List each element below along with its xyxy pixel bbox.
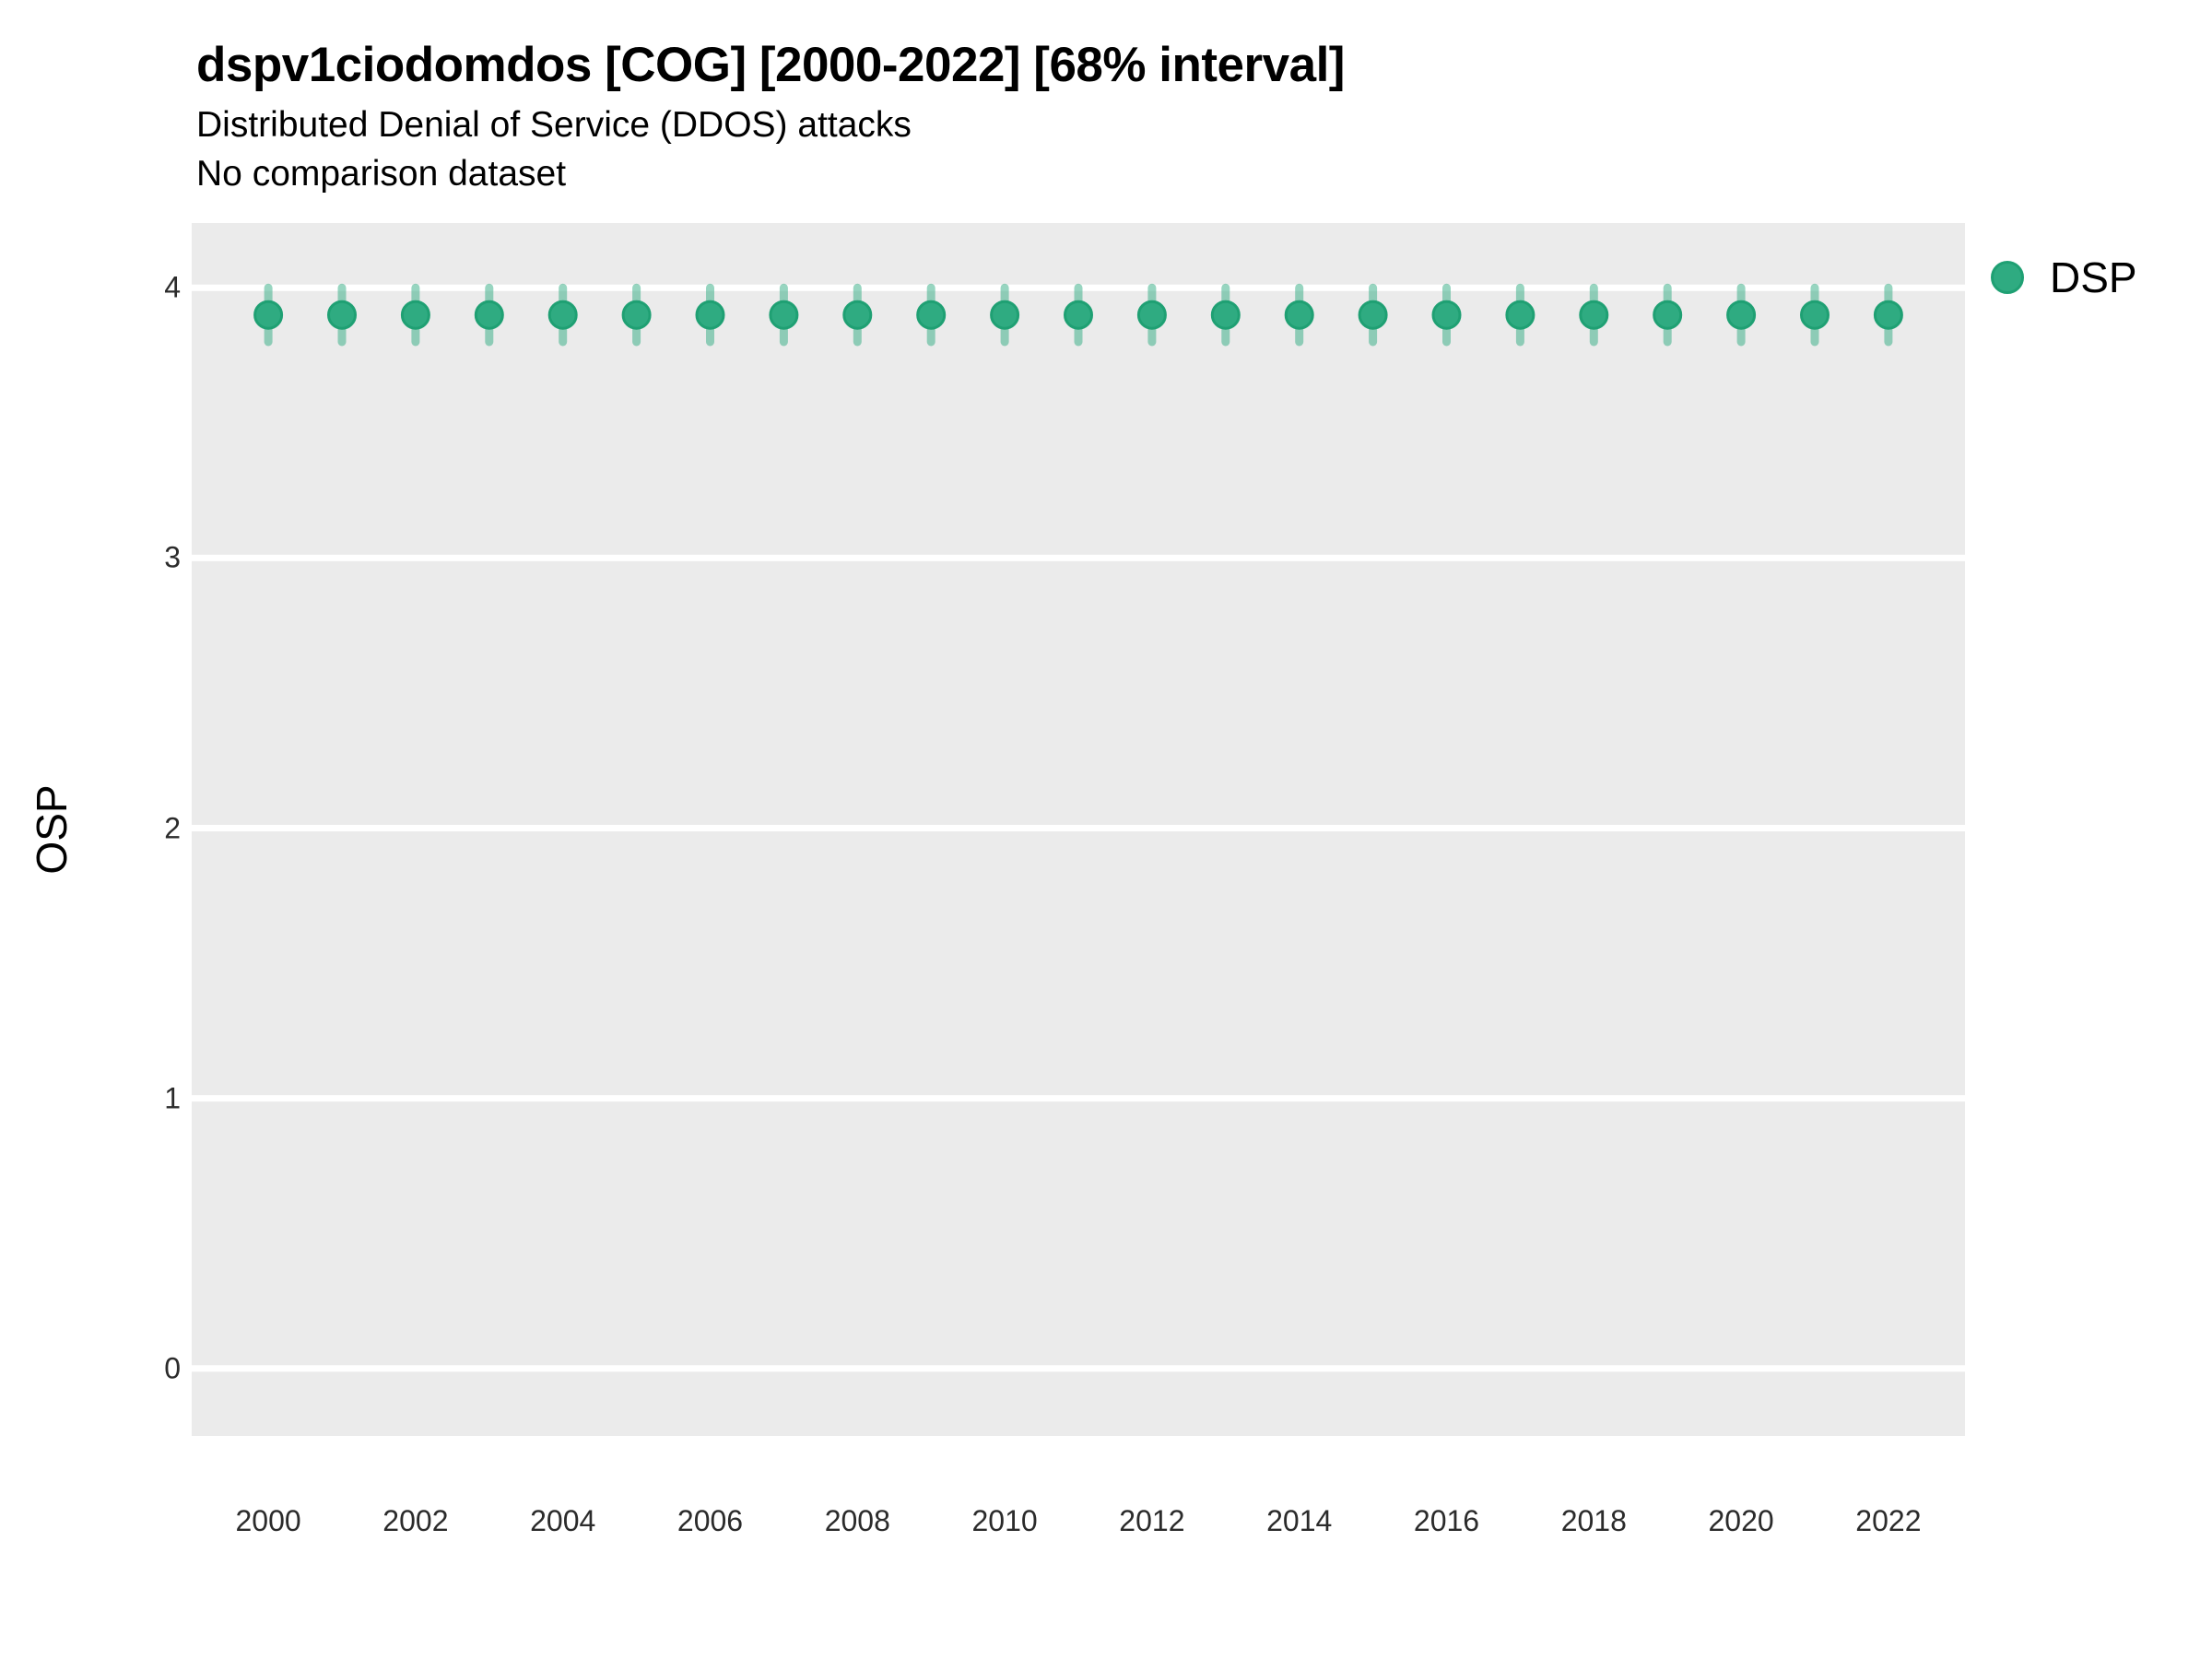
data-point: [621, 300, 652, 330]
data-point: [1284, 300, 1314, 330]
chart-note: No comparison dataset: [196, 154, 567, 194]
x-tick-label: 2012: [1119, 1504, 1185, 1537]
data-point: [1358, 300, 1388, 330]
x-tick-label: 2020: [1708, 1504, 1774, 1537]
plot-area: [192, 223, 1965, 1436]
data-point: [1726, 300, 1757, 330]
x-tick-label: 2010: [971, 1504, 1038, 1537]
x-tick-label: 2004: [530, 1504, 596, 1537]
x-tick-label: 2014: [1266, 1504, 1333, 1537]
y-tick-label: 4: [164, 270, 181, 304]
x-tick-label: 2022: [1855, 1504, 1922, 1537]
data-point: [1579, 300, 1609, 330]
x-tick-label: 2006: [677, 1504, 744, 1537]
x-tick-label: 2002: [382, 1504, 449, 1537]
data-point: [327, 300, 357, 330]
legend-label: DSP: [2050, 253, 2137, 301]
data-point: [842, 300, 873, 330]
data-point: [1210, 300, 1241, 330]
y-tick-label: 2: [164, 811, 181, 845]
y-tick-label: 3: [164, 540, 181, 574]
data-point: [253, 300, 284, 330]
chart-subtitle: Distributed Denial of Service (DDOS) att…: [196, 105, 912, 145]
legend-dot-icon: [1991, 261, 2024, 294]
x-tick-label: 2016: [1413, 1504, 1480, 1537]
y-tick-label: 0: [164, 1351, 181, 1385]
chart-title: dspv1ciodomdos [COG] [2000-2022] [68% in…: [196, 38, 1345, 92]
data-point: [1064, 300, 1093, 330]
data-point: [1431, 300, 1462, 330]
plot-svg: [192, 283, 1965, 1372]
data-point: [474, 300, 504, 330]
data-point: [1800, 300, 1830, 330]
x-tick-label: 2018: [1560, 1504, 1627, 1537]
data-point: [1505, 300, 1535, 330]
y-axis-title: OSP: [28, 784, 76, 875]
data-point: [400, 300, 430, 330]
data-point: [1873, 300, 1903, 330]
y-tick-label: 1: [164, 1081, 181, 1115]
data-point: [990, 300, 1020, 330]
data-point: [769, 300, 799, 330]
legend: DSP: [1991, 253, 2137, 302]
data-point: [916, 300, 947, 330]
data-point: [1136, 300, 1167, 330]
x-tick-label: 2000: [235, 1504, 301, 1537]
data-point: [547, 300, 578, 330]
data-point: [1653, 300, 1683, 330]
data-point: [695, 300, 725, 330]
x-tick-label: 2008: [824, 1504, 890, 1537]
